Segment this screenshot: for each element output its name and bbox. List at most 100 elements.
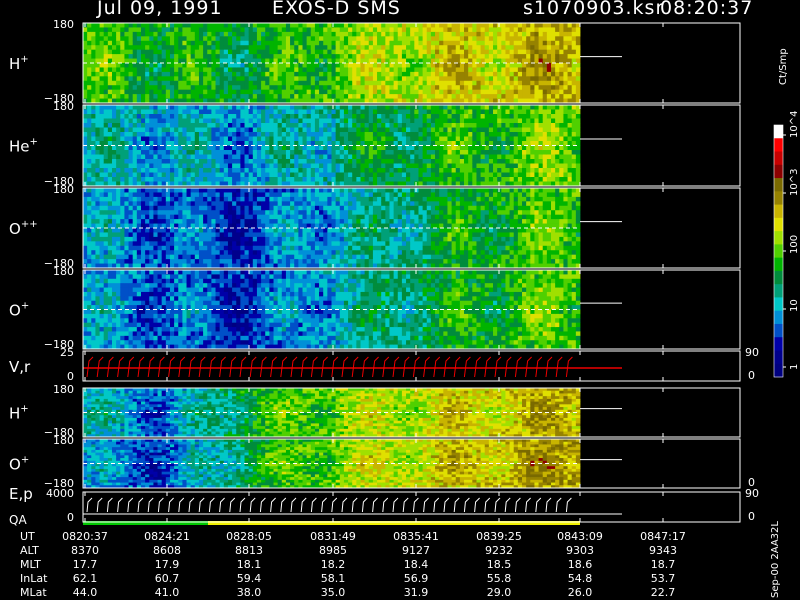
heatmap-cell xyxy=(410,118,415,124)
heatmap-cell xyxy=(542,80,548,86)
heatmap-cell xyxy=(227,98,233,104)
heatmap-cell xyxy=(381,172,386,178)
heatmap-cell xyxy=(186,192,192,198)
heatmap-cell xyxy=(149,259,154,264)
heatmap-cell xyxy=(559,163,564,169)
heatmap-cell xyxy=(111,172,117,178)
heatmap-cell xyxy=(269,114,274,119)
heatmap-cell xyxy=(157,123,163,128)
heatmap-cell xyxy=(91,259,96,264)
heatmap-cell xyxy=(484,109,490,115)
heatmap-cell xyxy=(381,168,386,173)
heatmap-cell xyxy=(290,54,295,59)
heatmap-cell xyxy=(559,58,564,64)
heatmap-cell xyxy=(505,150,510,155)
heatmap-cell xyxy=(319,177,324,182)
heatmap-cell xyxy=(319,23,324,28)
heatmap-cell xyxy=(447,27,453,33)
heatmap-cell xyxy=(484,181,490,187)
heatmap-cell xyxy=(435,177,440,182)
heatmap-cell xyxy=(443,123,448,128)
heatmap-cell xyxy=(174,71,179,77)
heatmap-cell xyxy=(426,40,432,46)
heatmap-cell xyxy=(227,40,233,46)
heatmap-cell xyxy=(269,67,274,73)
heatmap-cell xyxy=(248,172,254,178)
heatmap-cell xyxy=(319,31,324,37)
heatmap-cell xyxy=(480,94,486,99)
heatmap-cell xyxy=(310,45,316,51)
heatmap-cell xyxy=(476,23,481,28)
heatmap-cell xyxy=(83,76,88,82)
heatmap-cell xyxy=(116,109,121,115)
heatmap-cell xyxy=(472,123,477,128)
heatmap-cell xyxy=(418,105,424,110)
heatmap-cell xyxy=(551,127,556,133)
heatmap-cell xyxy=(290,76,295,82)
heatmap-cell xyxy=(426,80,432,86)
heatmap-cell xyxy=(530,98,535,104)
heatmap-cell xyxy=(116,67,121,73)
heatmap-cell xyxy=(116,214,121,220)
heatmap-cell xyxy=(227,49,233,55)
heatmap-cell xyxy=(393,45,399,51)
heatmap-cell xyxy=(128,85,134,91)
heatmap-cell xyxy=(236,159,241,164)
heatmap-cell xyxy=(198,154,204,160)
heatmap-cell xyxy=(331,141,337,146)
heatmap-cell xyxy=(124,85,129,91)
heatmap-cell xyxy=(406,36,411,42)
heatmap-cell xyxy=(285,132,291,137)
heatmap-cell xyxy=(120,241,125,247)
heatmap-cell xyxy=(464,181,469,187)
heatmap-cell xyxy=(103,36,109,42)
heatmap-cell xyxy=(530,118,535,124)
heatmap-cell xyxy=(91,223,96,229)
heatmap-cell xyxy=(542,150,548,155)
heatmap-cell xyxy=(385,136,390,142)
heatmap-cell xyxy=(298,127,303,133)
heatmap-cell xyxy=(501,109,506,115)
heatmap-cell xyxy=(522,76,527,82)
heatmap-cell xyxy=(290,89,295,95)
heatmap-cell xyxy=(364,154,370,160)
heatmap-cell xyxy=(174,118,179,124)
heatmap-cell xyxy=(169,159,175,164)
heatmap-cell xyxy=(505,159,510,164)
heatmap-cell xyxy=(430,31,436,37)
heatmap-cell xyxy=(476,31,481,37)
heatmap-cell xyxy=(256,109,262,115)
heatmap-cell xyxy=(219,118,225,124)
heatmap-cell xyxy=(563,80,568,86)
heatmap-cell xyxy=(488,49,494,55)
heatmap-cell xyxy=(273,27,279,33)
heatmap-cell xyxy=(526,40,531,46)
heatmap-cell xyxy=(219,205,225,211)
heatmap-cell xyxy=(186,54,192,59)
file-name: s1070903.ksr xyxy=(523,0,665,19)
heatmap-cell xyxy=(174,236,179,242)
heatmap-cell xyxy=(91,254,96,260)
heatmap-cell xyxy=(335,181,341,187)
heatmap-cell xyxy=(368,105,374,110)
heatmap-cell xyxy=(269,127,274,133)
heatmap-cell xyxy=(111,210,117,216)
heatmap-cell xyxy=(480,31,486,37)
heatmap-cell xyxy=(323,136,328,142)
heatmap-cell xyxy=(451,45,457,51)
heatmap-cell xyxy=(87,259,92,264)
heatmap-cell xyxy=(120,172,125,178)
heatmap-cell xyxy=(555,168,560,173)
heatmap-cell xyxy=(343,181,349,187)
heatmap-cell xyxy=(314,49,320,55)
heatmap-cell xyxy=(389,172,395,178)
heatmap-cell xyxy=(87,228,92,233)
heatmap-cell xyxy=(232,54,237,59)
heatmap-cell xyxy=(306,36,312,42)
heatmap-cell xyxy=(223,80,229,86)
heatmap-cell xyxy=(517,136,523,142)
heatmap-cell xyxy=(87,36,92,42)
heatmap-cell xyxy=(517,45,523,51)
heatmap-cell xyxy=(132,145,138,151)
heatmap-cell xyxy=(430,114,436,119)
